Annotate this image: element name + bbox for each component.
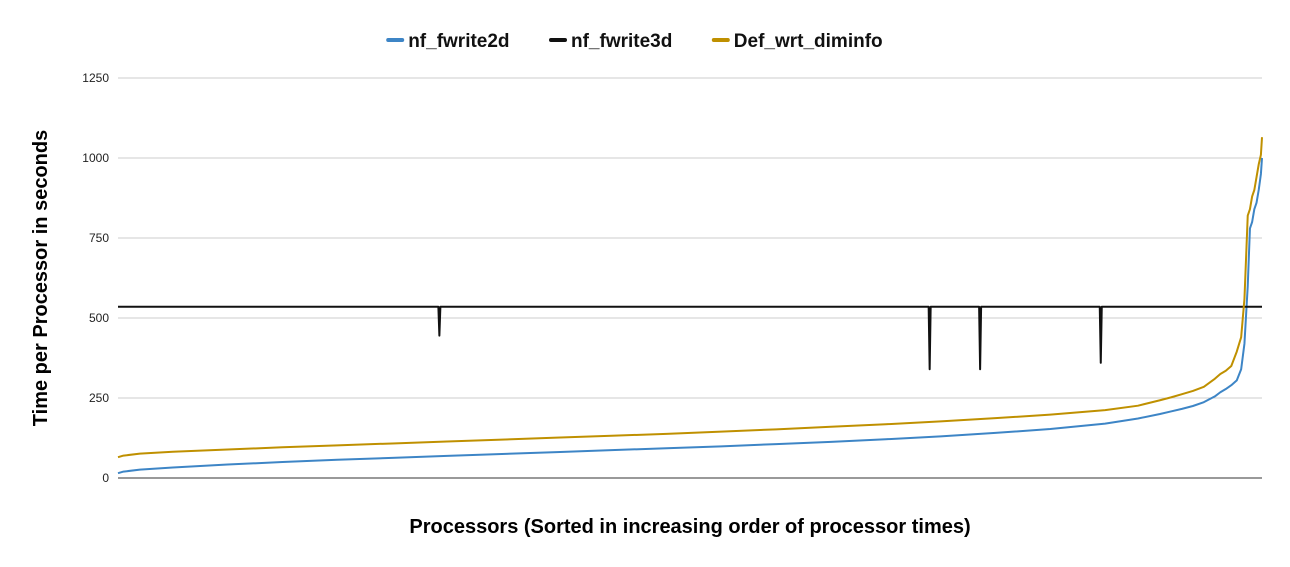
x-axis-title: Processors (Sorted in increasing order o… (409, 516, 970, 538)
y-axis-title: Time per Processor in seconds (30, 130, 52, 426)
legend-label: nf_fwrite3d (571, 31, 672, 52)
series-lines (117, 137, 1263, 475)
gridlines (118, 77, 1262, 399)
y-tick-label: 750 (89, 231, 109, 245)
y-tick-label: 1250 (82, 71, 109, 85)
y-tick-label: 0 (102, 471, 109, 485)
y-tick-label: 1000 (82, 151, 109, 165)
series-line-nf-fwrite3d (118, 305, 1262, 371)
legend-item-def-wrt-diminfo: Def_wrt_diminfo (711, 31, 883, 52)
legend-label: nf_fwrite2d (408, 31, 509, 52)
legend-item-nf-fwrite2d: nf_fwrite2d (386, 31, 510, 52)
series-line-nf-fwrite2d (117, 157, 1263, 475)
y-axis-tick-labels: 0 250 500 750 1000 1250 (82, 71, 109, 485)
chart-legend: nf_fwrite2d nf_fwrite3d Def_wrt_diminfo (386, 31, 883, 52)
y-tick-label: 250 (89, 391, 109, 405)
legend-item-nf-fwrite3d: nf_fwrite3d (549, 31, 672, 52)
series-line-def-wrt-diminfo (117, 137, 1263, 459)
y-tick-label: 500 (89, 311, 109, 325)
legend-label: Def_wrt_diminfo (734, 31, 883, 52)
